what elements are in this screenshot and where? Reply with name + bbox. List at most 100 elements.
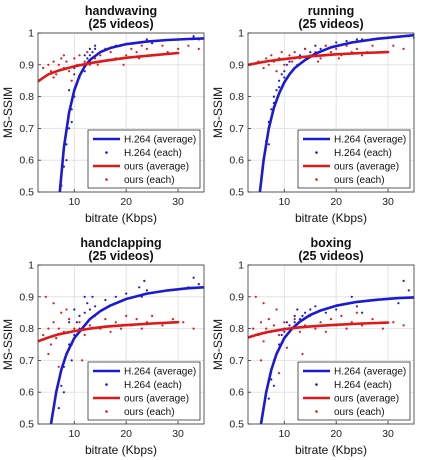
y-tick-label: 0.9 [229, 59, 244, 71]
data-point [96, 63, 99, 66]
data-point [52, 76, 55, 79]
data-point [270, 108, 273, 111]
x-tick-label: 30 [172, 196, 184, 208]
data-point [407, 289, 410, 292]
legend: H.264 (average) H.264 (each) ours (average… [297, 361, 411, 421]
data-point [272, 324, 275, 327]
x-tick-label: 10 [278, 428, 290, 440]
data-point [288, 54, 291, 57]
data-point [68, 70, 71, 73]
data-point [52, 60, 55, 63]
data-point [125, 292, 128, 295]
data-point [65, 308, 68, 311]
data-point [143, 279, 146, 282]
data-point [267, 318, 270, 321]
legend-label: H.264 (average) [334, 135, 406, 146]
data-point [60, 384, 63, 387]
data-point [355, 305, 358, 308]
data-point [309, 308, 312, 311]
y-tick-label: 0.6 [229, 155, 244, 167]
x-tick-label: 30 [382, 196, 394, 208]
legend: H.264 (average) H.264 (each) ours (average… [297, 129, 411, 189]
data-point [140, 44, 143, 47]
y-tick-label: 1 [238, 28, 244, 40]
data-point [52, 302, 55, 305]
legend-point-swatch [105, 151, 108, 154]
data-point [329, 318, 333, 321]
data-point [272, 95, 275, 98]
legend-label: H.264 (average) [334, 367, 406, 378]
x-axis-label: bitrate (Kbps) [85, 211, 157, 225]
data-point [361, 311, 364, 314]
data-point [70, 359, 73, 362]
data-point [355, 38, 358, 41]
legend-label: H.264 (average) [124, 135, 196, 146]
data-point [319, 47, 322, 51]
data-point [83, 60, 86, 63]
data-point [319, 321, 322, 324]
axes-box [37, 32, 205, 193]
y-tick-label: 0.7 [229, 123, 244, 135]
data-point [371, 318, 374, 321]
data-point [291, 60, 294, 63]
data-point [337, 57, 340, 60]
x-tick-label: 10 [278, 196, 290, 208]
legend-label: ours (each) [124, 175, 175, 186]
y-axis-label: MS-SSIM [1, 87, 15, 138]
series-line [49, 285, 204, 424]
data-point [301, 314, 304, 317]
x-axis-label: bitrate (Kbps) [85, 443, 157, 457]
y-tick-label: 0.6 [229, 387, 244, 399]
y-tick-label: 0.5 [229, 187, 244, 199]
data-point [65, 159, 68, 162]
legend-point-swatch [105, 383, 108, 386]
chart-title: boxing [311, 236, 352, 250]
data-point [42, 66, 45, 70]
data-point [285, 321, 288, 324]
data-point [283, 70, 286, 73]
data-point [314, 327, 317, 330]
chart-subtitle: (25 videos) [88, 249, 153, 263]
x-tick-label: 10 [68, 196, 80, 208]
data-point [293, 314, 296, 317]
data-point [314, 305, 317, 308]
data-point [83, 54, 86, 57]
data-point [278, 372, 281, 375]
x-tick-label: 30 [382, 428, 394, 440]
data-point [270, 54, 273, 57]
y-axis-label: MS-SSIM [1, 319, 15, 370]
y-tick-label: 0.6 [19, 387, 34, 399]
data-point [151, 42, 154, 45]
data-point [392, 321, 395, 324]
data-point [275, 70, 278, 73]
legend-label: H.264 (each) [124, 380, 182, 391]
data-point [104, 318, 107, 321]
x-tick-label: 10 [68, 428, 80, 440]
data-point [135, 51, 138, 54]
data-point [278, 333, 281, 337]
data-point [381, 327, 384, 330]
data-point [252, 327, 255, 330]
data-point [86, 57, 89, 60]
data-point [104, 298, 107, 302]
data-point [65, 143, 68, 146]
legend-label: H.264 (each) [334, 148, 392, 159]
legend-label: ours (average) [334, 394, 399, 405]
data-point [293, 321, 296, 324]
axes-box [247, 264, 415, 425]
data-point [267, 143, 270, 146]
data-point [340, 314, 343, 317]
data-point [125, 314, 128, 317]
data-point [298, 318, 301, 321]
y-tick-label: 1 [28, 28, 34, 40]
data-layer [38, 35, 204, 192]
data-point [94, 47, 97, 51]
y-axis-label: MS-SSIM [211, 87, 225, 138]
series-line [248, 50, 390, 67]
legend-point-swatch [105, 410, 108, 413]
x-axis-label: bitrate (Kbps) [295, 211, 367, 225]
data-point [94, 305, 97, 308]
data-point [259, 321, 263, 324]
data-point [44, 295, 47, 298]
data-point [57, 365, 60, 368]
